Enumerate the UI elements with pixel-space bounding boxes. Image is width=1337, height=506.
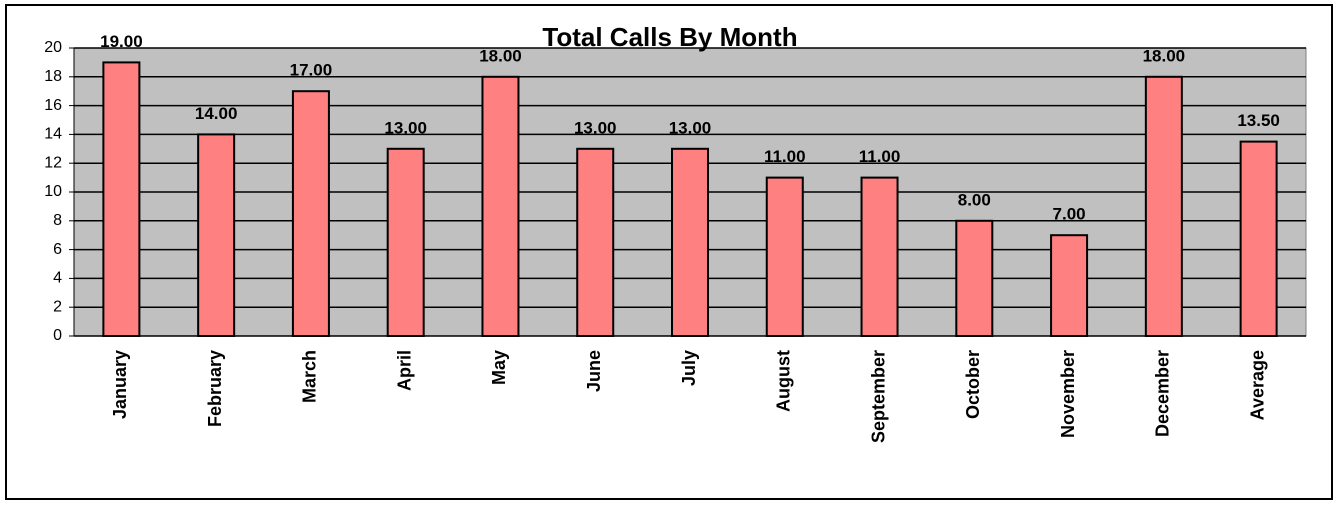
x-tick-label: March bbox=[300, 350, 320, 403]
x-tick-label: December bbox=[1153, 350, 1173, 437]
x-tick-label: October bbox=[963, 350, 983, 419]
x-tick-label: September bbox=[868, 350, 888, 443]
y-tick-label: 16 bbox=[44, 97, 62, 114]
x-tick-label: Average bbox=[1247, 350, 1267, 420]
value-label: 14.00 bbox=[195, 104, 238, 123]
value-label: 18.00 bbox=[479, 46, 522, 65]
y-tick-label: 20 bbox=[44, 39, 62, 56]
value-label: 13.00 bbox=[384, 118, 427, 137]
value-label: 13.50 bbox=[1237, 111, 1280, 130]
value-label: 19.00 bbox=[100, 32, 143, 51]
value-label: 13.00 bbox=[669, 118, 712, 137]
value-label: 11.00 bbox=[859, 147, 901, 166]
bar bbox=[386, 147, 425, 337]
bar bbox=[481, 75, 520, 338]
x-tick-label: November bbox=[1058, 350, 1078, 438]
bar bbox=[102, 61, 141, 338]
value-label: 18.00 bbox=[1143, 46, 1186, 65]
x-tick-label: July bbox=[679, 350, 699, 386]
x-tick-label: February bbox=[205, 350, 225, 427]
x-tick-label: August bbox=[774, 350, 794, 412]
x-tick-label: April bbox=[394, 350, 414, 391]
bar bbox=[671, 147, 709, 337]
y-tick-label: 12 bbox=[44, 154, 62, 171]
bar bbox=[860, 176, 899, 337]
value-label: 7.00 bbox=[1053, 205, 1086, 224]
y-tick-label: 2 bbox=[53, 298, 62, 315]
bar bbox=[1144, 75, 1183, 338]
value-label: 13.00 bbox=[574, 118, 617, 137]
bar bbox=[955, 219, 994, 337]
x-tick-label: May bbox=[489, 350, 509, 385]
bar bbox=[291, 90, 330, 337]
y-tick-label: 18 bbox=[44, 68, 62, 85]
y-tick-label: 4 bbox=[53, 270, 62, 287]
bar bbox=[1050, 234, 1089, 337]
value-label: 11.00 bbox=[764, 147, 806, 166]
x-tick-label: June bbox=[584, 350, 604, 392]
y-tick-label: 6 bbox=[53, 241, 62, 258]
value-label: 8.00 bbox=[958, 190, 991, 209]
bar bbox=[576, 147, 615, 337]
bar bbox=[765, 176, 804, 337]
x-tick-label: January bbox=[110, 350, 130, 419]
chart-title: Total Calls By Month bbox=[542, 22, 797, 52]
y-tick-label: 0 bbox=[53, 327, 62, 344]
bar bbox=[1239, 140, 1278, 337]
y-tick-label: 14 bbox=[44, 126, 62, 143]
y-tick-label: 8 bbox=[53, 212, 62, 229]
value-label: 17.00 bbox=[290, 61, 333, 80]
y-tick-label: 10 bbox=[44, 183, 62, 200]
bar bbox=[197, 133, 236, 337]
